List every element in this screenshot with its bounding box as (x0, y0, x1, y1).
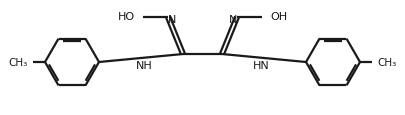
Text: N: N (168, 15, 176, 25)
Text: CH₃: CH₃ (377, 58, 396, 67)
Text: N: N (229, 15, 237, 25)
Text: HN: HN (253, 60, 269, 70)
Text: CH₃: CH₃ (9, 58, 28, 67)
Text: HO: HO (118, 12, 135, 22)
Text: OH: OH (270, 12, 287, 22)
Text: NH: NH (136, 60, 152, 70)
